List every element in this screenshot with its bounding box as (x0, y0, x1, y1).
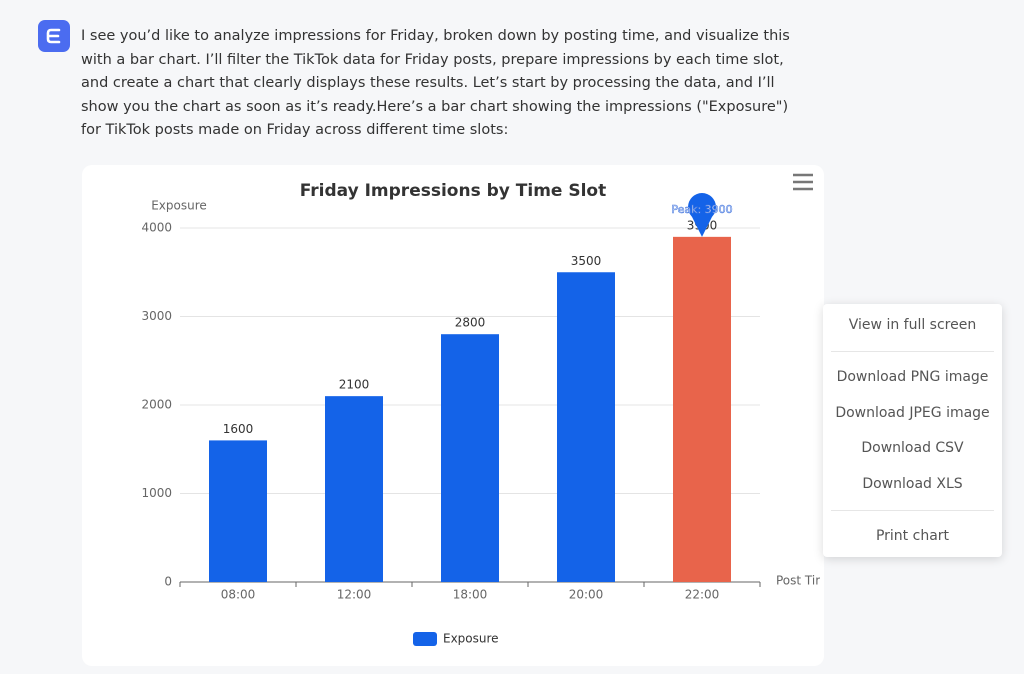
menu-item[interactable]: Print chart (875, 528, 950, 544)
value-label: 2100 (339, 378, 370, 392)
value-label: 1600 (223, 422, 254, 436)
menu-item[interactable]: Download XLS (862, 476, 963, 492)
bar (557, 272, 615, 582)
y-tick-label: 0 (164, 575, 172, 589)
menu-separator (831, 510, 994, 511)
x-tick-label: 12:00 (337, 588, 372, 602)
menu-item[interactable]: View in full screen (848, 317, 977, 333)
menu-button[interactable] (793, 173, 813, 191)
y-tick-label: 1000 (141, 486, 172, 500)
bar (673, 236, 731, 582)
annotation-pin (688, 193, 716, 237)
x-axis-label: Post Time (776, 574, 834, 588)
annotation-label: Peak: 3900 (671, 203, 732, 216)
menu-separator (831, 351, 994, 352)
x-tick-label: 20:00 (569, 588, 604, 602)
legend-swatch (413, 632, 437, 646)
bar (209, 440, 267, 582)
bar (325, 396, 383, 582)
legend-label: Exposure (443, 632, 499, 646)
menu-item[interactable]: Download JPEG image (835, 405, 990, 421)
y-tick-label: 3000 (141, 309, 172, 323)
x-tick-label: 22:00 (685, 588, 720, 602)
y-axis-label: Exposure (151, 199, 207, 213)
y-tick-label: 4000 (141, 221, 172, 235)
value-label: 2800 (455, 316, 486, 330)
bar (441, 334, 499, 582)
menu-item[interactable]: Download CSV (861, 440, 964, 456)
value-label: 3500 (571, 254, 602, 268)
assistant-message: I see you’d like to analyze impressions … (81, 28, 790, 138)
export-menu: View in full screen Download PNG image Dow… (823, 304, 1002, 557)
menu-item[interactable]: Download PNG image (836, 369, 989, 385)
x-tick-label: 18:00 (453, 588, 488, 602)
chart-title: Friday Impressions by Time Slot (300, 181, 607, 201)
y-tick-label: 2000 (141, 398, 172, 412)
assistant-avatar (38, 20, 70, 52)
x-tick-label: 08:00 (221, 588, 256, 602)
